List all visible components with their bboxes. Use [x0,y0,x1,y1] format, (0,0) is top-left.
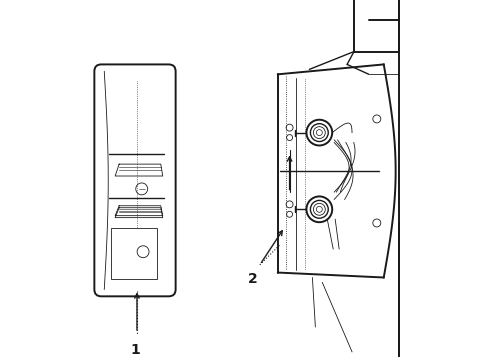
Bar [111,228,157,279]
FancyBboxPatch shape [95,64,175,296]
Text: 2: 2 [248,272,258,286]
Text: 1: 1 [130,343,140,357]
